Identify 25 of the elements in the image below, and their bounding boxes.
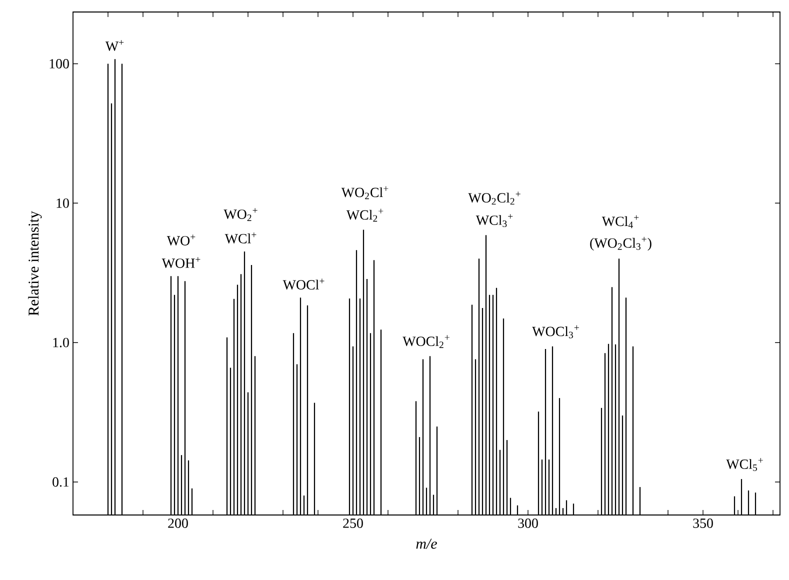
y-tick-label: 1.0	[53, 338, 69, 348]
annotation: WO$_{2}$Cl$^{+}$	[341, 186, 388, 200]
y-tick-label: 10	[56, 198, 69, 208]
annotation: WOCl$_{3}$+	[532, 325, 579, 338]
annotation: WO$^{+}$	[166, 234, 196, 246]
y-axis-title: Relative intensity	[28, 211, 42, 316]
y-tick-label: 100	[50, 59, 69, 68]
x-tick-label: 300	[518, 518, 538, 528]
annotation: WCl$^{+}$	[224, 232, 256, 244]
annotation: WO$_{2}$Cl$_{2}$+	[468, 192, 520, 205]
annotation: (WO$_{2}$Cl$_{3}$$^{+}$)	[590, 236, 652, 251]
x-tick-label: 350	[693, 518, 713, 528]
annotation: WOCl$^{+}$	[282, 278, 324, 290]
annotation: WOCl$_{2}$+	[402, 335, 450, 348]
annotation: W$^{+}$	[105, 40, 124, 52]
annotation: WOH$^{+}$	[162, 257, 200, 268]
annotation: WCl$_{3}$+	[476, 214, 513, 228]
annotation: WCl$_{2}$+	[346, 208, 384, 222]
x-axis-title: m/e	[416, 538, 437, 549]
y-tick-label: 0.1	[52, 477, 69, 487]
annotation: WO$_{2}$+	[224, 208, 258, 221]
x-tick-label: 200	[168, 518, 188, 528]
x-tick-label: 250	[343, 518, 363, 528]
annotation: WCl$_{4}$+	[602, 215, 639, 228]
annotation: WCl$_{5}$+	[726, 458, 763, 472]
